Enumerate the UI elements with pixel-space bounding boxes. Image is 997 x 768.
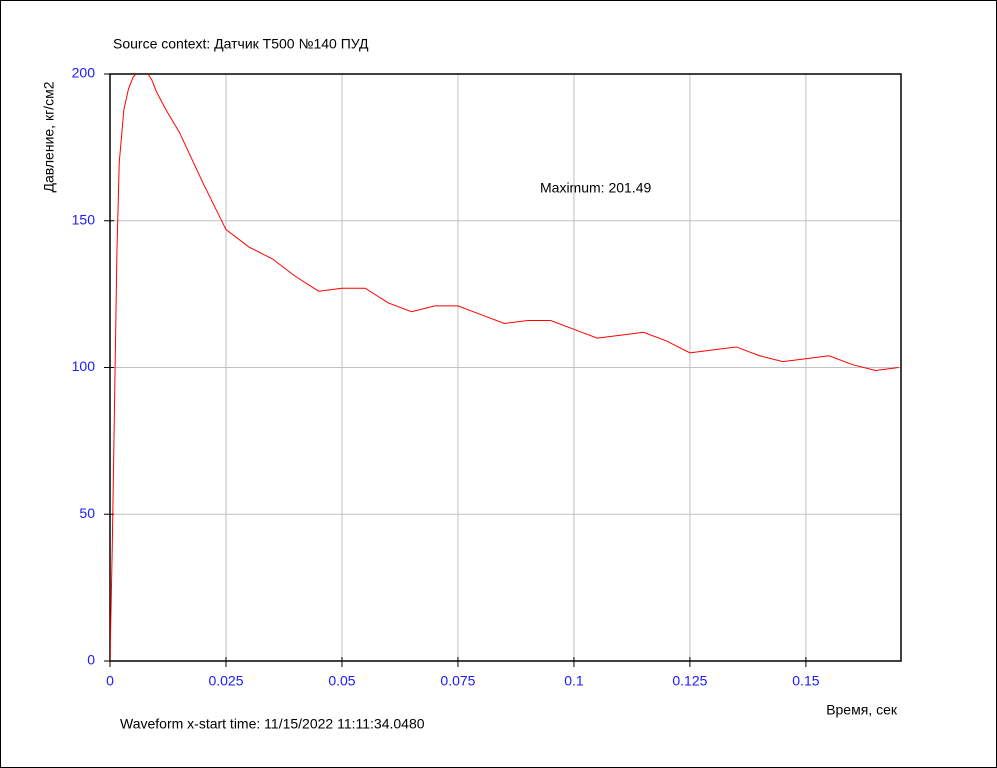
chart-title: Source context: Датчик T500 №140 ПУД: [113, 36, 369, 52]
y-axis-label: Давление, кг/см2: [41, 81, 57, 192]
data-line: [110, 74, 899, 661]
x-tick-label: 0.05: [328, 673, 355, 689]
x-tick-label: 0.025: [208, 673, 243, 689]
footer: Waveform x-start time: 11/15/2022 11:11:…: [120, 716, 425, 732]
x-tick-label: 0.075: [440, 673, 475, 689]
y-tick-label: 200: [72, 65, 96, 81]
y-tick-label: 150: [72, 211, 96, 227]
x-tick-label: 0.125: [672, 673, 707, 689]
y-tick-label: 50: [79, 505, 95, 521]
x-tick-label: 0.1: [564, 673, 584, 689]
x-tick-label: 0.15: [792, 673, 819, 689]
annotation: Maximum: 201.49: [540, 180, 651, 196]
x-axis-label: Время, сек: [826, 702, 898, 718]
y-tick-label: 0: [87, 652, 95, 668]
plot-frame: [109, 73, 902, 662]
y-tick-label: 100: [72, 358, 96, 374]
x-tick-label: 0: [106, 673, 114, 689]
